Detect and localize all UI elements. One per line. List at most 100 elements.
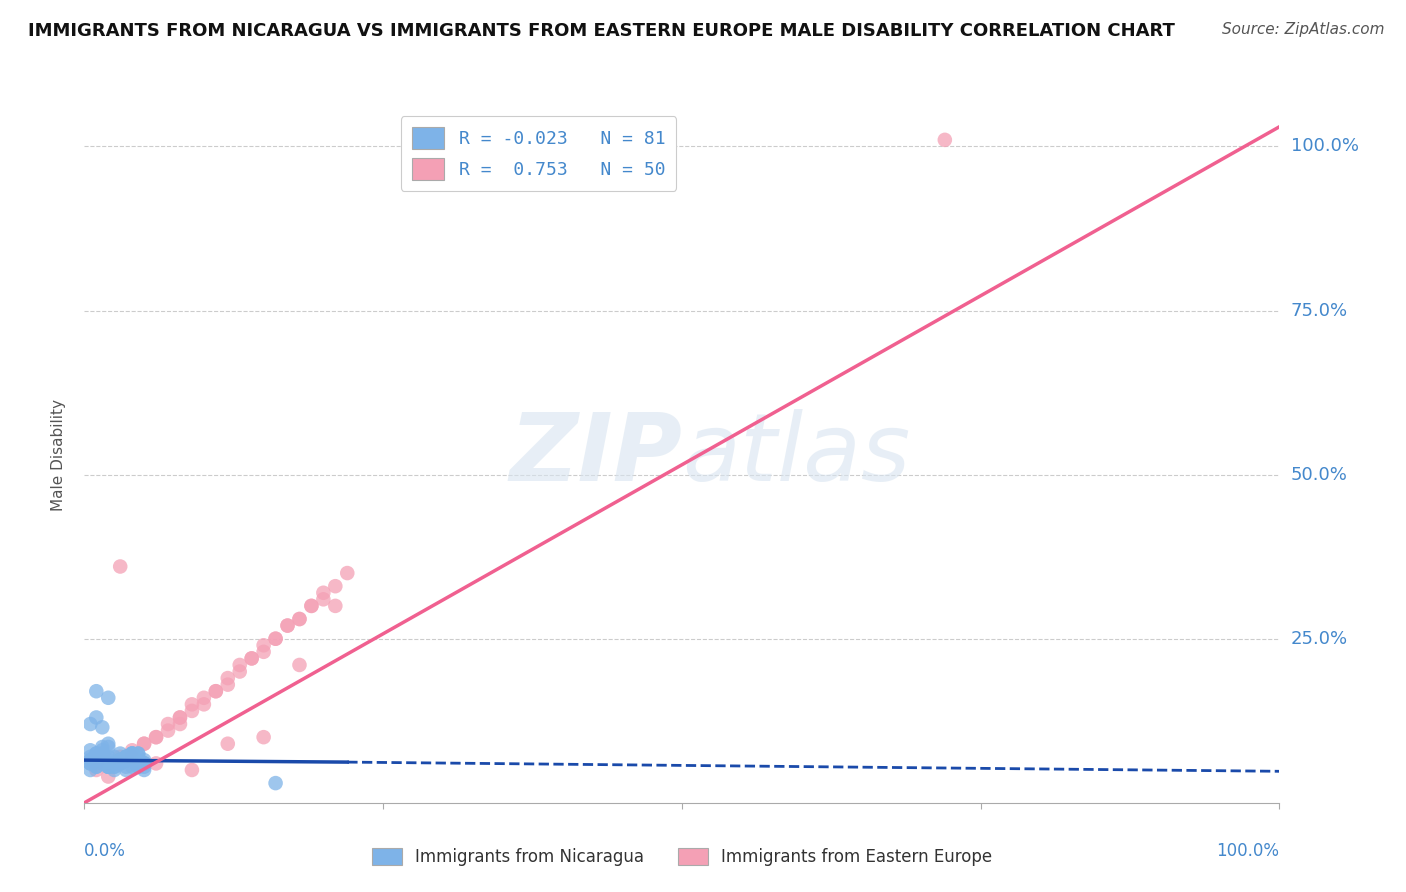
Point xyxy=(84,710,107,724)
Point xyxy=(97,770,120,784)
Point xyxy=(84,684,107,698)
Text: atlas: atlas xyxy=(682,409,910,500)
Point xyxy=(193,690,215,705)
Point xyxy=(934,133,956,147)
Point xyxy=(312,592,335,607)
Point xyxy=(301,599,323,613)
Point xyxy=(97,760,120,774)
Point xyxy=(79,743,101,757)
Point xyxy=(169,717,191,731)
Point xyxy=(97,690,120,705)
Text: 100.0%: 100.0% xyxy=(1216,842,1279,860)
Text: Source: ZipAtlas.com: Source: ZipAtlas.com xyxy=(1222,22,1385,37)
Point xyxy=(288,657,311,672)
Point xyxy=(253,638,276,652)
Point xyxy=(110,753,132,767)
Point xyxy=(97,739,120,754)
Point xyxy=(121,747,143,761)
Point xyxy=(115,753,138,767)
Point xyxy=(228,657,252,672)
Point xyxy=(121,753,143,767)
Point xyxy=(103,756,125,771)
Point xyxy=(121,749,143,764)
Point xyxy=(91,720,114,734)
Point xyxy=(79,756,101,771)
Point xyxy=(97,737,120,751)
Point xyxy=(110,756,132,771)
Point xyxy=(132,763,156,777)
Point xyxy=(127,747,149,761)
Point xyxy=(79,756,101,771)
Point xyxy=(84,749,107,764)
Point xyxy=(288,612,311,626)
Point xyxy=(276,618,298,632)
Point xyxy=(110,756,132,771)
Point xyxy=(145,730,167,744)
Point xyxy=(103,763,125,777)
Point xyxy=(240,651,263,665)
Point xyxy=(79,749,101,764)
Point xyxy=(132,756,156,771)
Point xyxy=(110,753,132,767)
Point xyxy=(127,760,149,774)
Point xyxy=(97,760,120,774)
Point xyxy=(169,710,191,724)
Point xyxy=(127,756,149,771)
Point xyxy=(264,776,287,790)
Point xyxy=(110,753,132,767)
Point xyxy=(79,753,101,767)
Point xyxy=(103,756,125,771)
Point xyxy=(301,599,323,613)
Point xyxy=(110,756,132,771)
Point xyxy=(115,749,138,764)
Text: 0.0%: 0.0% xyxy=(84,842,127,860)
Point xyxy=(103,749,125,764)
Point xyxy=(84,747,107,761)
Point xyxy=(110,753,132,767)
Point xyxy=(145,756,167,771)
Point xyxy=(115,763,138,777)
Point xyxy=(121,743,143,757)
Point xyxy=(157,717,180,731)
Point xyxy=(180,763,202,777)
Text: 50.0%: 50.0% xyxy=(1291,466,1347,483)
Point xyxy=(79,763,101,777)
Point xyxy=(217,737,239,751)
Point xyxy=(121,749,143,764)
Point xyxy=(110,559,132,574)
Point xyxy=(169,710,191,724)
Point xyxy=(253,730,276,744)
Point xyxy=(132,760,156,774)
Point xyxy=(84,756,107,771)
Text: IMMIGRANTS FROM NICARAGUA VS IMMIGRANTS FROM EASTERN EUROPE MALE DISABILITY CORR: IMMIGRANTS FROM NICARAGUA VS IMMIGRANTS … xyxy=(28,22,1175,40)
Point xyxy=(121,747,143,761)
Point xyxy=(264,632,287,646)
Point xyxy=(132,753,156,767)
Point xyxy=(253,645,276,659)
Point xyxy=(132,756,156,771)
Point xyxy=(132,756,156,771)
Point xyxy=(91,747,114,761)
Point xyxy=(276,618,298,632)
Point xyxy=(205,684,228,698)
Point xyxy=(103,756,125,771)
Point xyxy=(84,749,107,764)
Point xyxy=(127,760,149,774)
Point xyxy=(115,753,138,767)
Point xyxy=(121,747,143,761)
Point xyxy=(121,749,143,764)
Point xyxy=(132,756,156,771)
Point xyxy=(228,665,252,679)
Point xyxy=(84,760,107,774)
Point xyxy=(103,756,125,771)
Point xyxy=(110,747,132,761)
Point xyxy=(79,717,101,731)
Point xyxy=(97,753,120,767)
Point xyxy=(115,749,138,764)
Legend: Immigrants from Nicaragua, Immigrants from Eastern Europe: Immigrants from Nicaragua, Immigrants fr… xyxy=(364,839,1000,874)
Text: 25.0%: 25.0% xyxy=(1291,630,1348,648)
Point xyxy=(132,737,156,751)
Point xyxy=(115,760,138,774)
Point xyxy=(264,632,287,646)
Point xyxy=(91,739,114,754)
